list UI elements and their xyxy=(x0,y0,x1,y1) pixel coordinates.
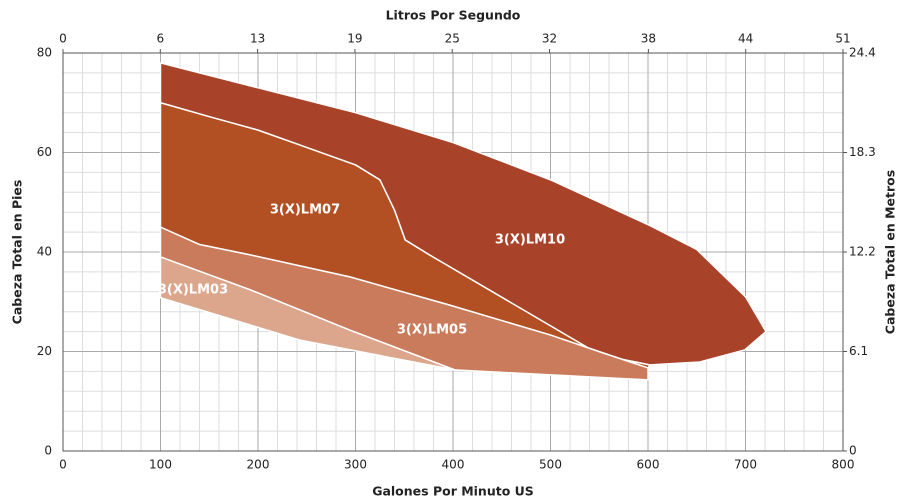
x-tick-label: 300 xyxy=(344,458,367,472)
y2-tick-label: 12.2 xyxy=(849,245,876,259)
region-label: 3(X)LM10 xyxy=(495,233,565,248)
x-tick-label: 0 xyxy=(59,458,67,472)
x2-tick-label: 32 xyxy=(542,32,557,46)
y2-tick-label: 6.1 xyxy=(849,344,868,358)
y2-tick-label: 18.3 xyxy=(849,145,876,159)
y-tick-label: 20 xyxy=(37,344,52,358)
y-tick-label: 0 xyxy=(44,444,52,458)
x2-axis-title: Litros Por Segundo xyxy=(386,8,521,23)
y-axis-title: Cabeza Total en Pies xyxy=(10,180,25,325)
region-label: 3(X)LM05 xyxy=(397,323,467,338)
region xyxy=(159,256,456,371)
y2-tick-label: 24.4 xyxy=(849,46,876,60)
region-label: 3(X)LM03 xyxy=(158,283,228,298)
x2-tick-label: 6 xyxy=(156,32,164,46)
x-tick-label: 400 xyxy=(442,458,465,472)
y2-axis-title: Cabeza Total en Metros xyxy=(883,170,898,334)
x-tick-label: 200 xyxy=(247,458,270,472)
x-tick-label: 800 xyxy=(832,458,855,472)
y-tick-label: 60 xyxy=(37,145,52,159)
x2-tick-label: 38 xyxy=(641,32,656,46)
regions xyxy=(159,62,767,381)
x-tick-label: 500 xyxy=(539,458,562,472)
x2-tick-label: 19 xyxy=(347,32,362,46)
x-tick-label: 100 xyxy=(149,458,172,472)
x2-tick-label: 0 xyxy=(59,32,67,46)
region-label: 3(X)LM07 xyxy=(270,203,340,218)
y-tick-label: 40 xyxy=(37,245,52,259)
x2-tick-label: 44 xyxy=(738,32,753,46)
y-tick-label: 80 xyxy=(37,46,52,60)
x2-tick-label: 25 xyxy=(445,32,460,46)
x2-tick-label: 13 xyxy=(250,32,265,46)
x-tick-label: 700 xyxy=(734,458,757,472)
x2-tick-label: 51 xyxy=(835,32,850,46)
y2-tick-label: 0 xyxy=(849,444,857,458)
x-axis-title: Galones Por Minuto US xyxy=(372,484,534,499)
x-tick-label: 600 xyxy=(637,458,660,472)
